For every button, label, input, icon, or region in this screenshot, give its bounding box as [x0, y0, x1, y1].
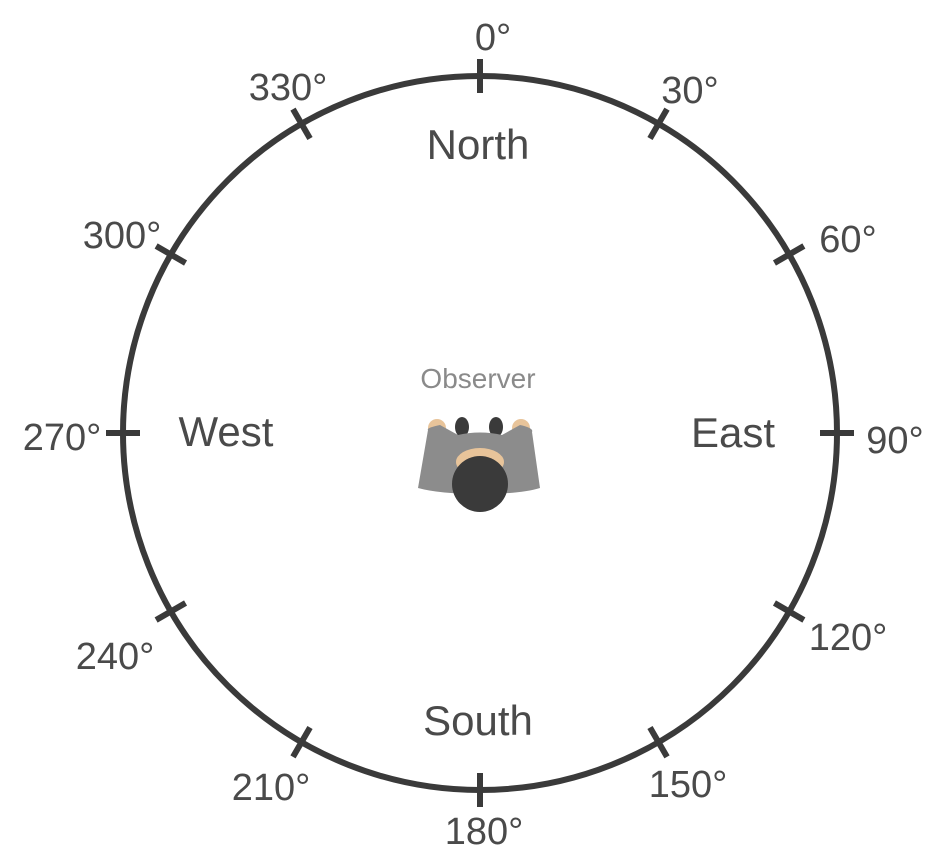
degree-label-90: 90° [866, 420, 923, 462]
degree-label-270: 270° [23, 417, 102, 459]
degree-label-300: 300° [83, 215, 162, 257]
tick-150 [647, 725, 670, 759]
degree-label-240: 240° [76, 636, 155, 678]
direction-east: East [691, 409, 775, 456]
tick-300 [154, 243, 188, 266]
tick-30 [647, 107, 670, 141]
tick-240 [154, 600, 188, 623]
degree-label-330: 330° [249, 67, 328, 109]
observer-top-down-icon [418, 417, 540, 512]
degree-label-210: 210° [232, 767, 311, 809]
tick-210 [290, 725, 313, 759]
degree-label-0: 0° [475, 17, 511, 59]
compass-ticks [106, 59, 854, 807]
degree-label-120: 120° [809, 617, 888, 659]
degree-label-30: 30° [661, 70, 718, 112]
direction-west: West [179, 408, 274, 455]
degree-label-150: 150° [649, 764, 728, 806]
tick-60 [772, 243, 806, 266]
tick-120 [772, 600, 806, 623]
degree-label-180: 180° [445, 811, 524, 853]
direction-north: North [427, 121, 530, 168]
observer-label: Observer [420, 363, 535, 394]
tick-330 [290, 107, 313, 141]
degree-label-60: 60° [819, 219, 876, 261]
direction-south: South [423, 697, 533, 744]
